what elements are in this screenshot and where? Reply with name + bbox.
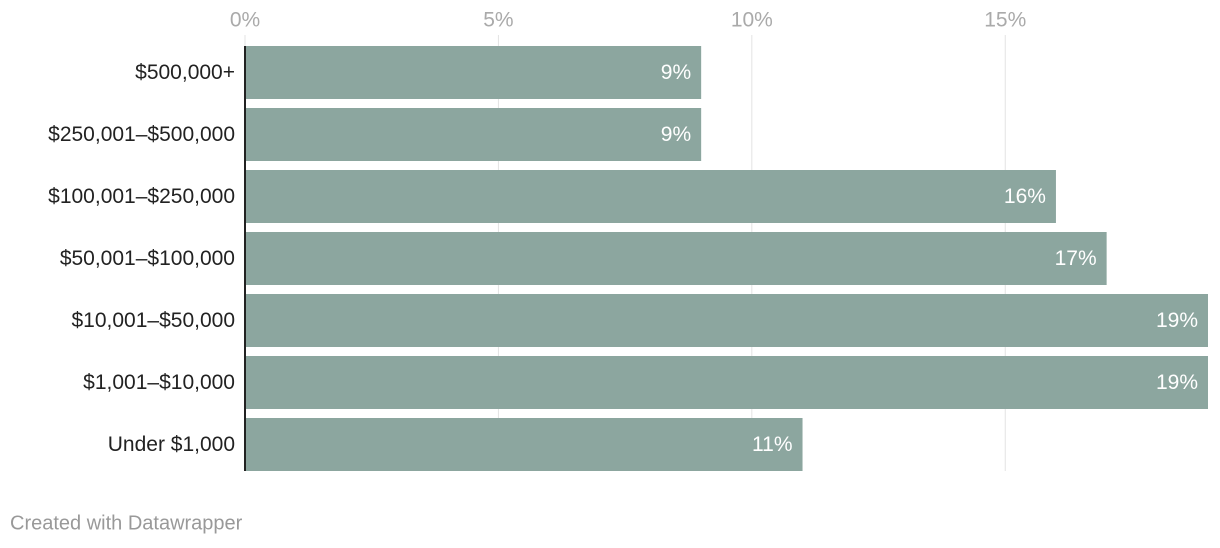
value-label: 17% (1055, 247, 1097, 270)
value-label: 16% (1004, 185, 1046, 208)
credit: Created with Datawrapper (10, 512, 243, 534)
y-tick-label: $1,001–$10,000 (83, 371, 235, 394)
value-label: 9% (661, 123, 691, 146)
y-tick-label: $50,001–$100,000 (60, 247, 235, 270)
y-tick-label: Under $1,000 (108, 433, 235, 456)
y-tick-label: $100,001–$250,000 (48, 185, 235, 208)
x-tick-label: 0% (230, 9, 260, 32)
bar (245, 108, 702, 161)
value-label: 9% (661, 61, 691, 84)
y-tick-label: $10,001–$50,000 (72, 309, 236, 332)
y-tick-label: $250,001–$500,000 (48, 123, 235, 146)
y-tick-label: $500,000+ (135, 61, 235, 84)
x-tick-label: 10% (731, 9, 773, 32)
bar (245, 294, 1208, 347)
x-tick-label: 15% (984, 9, 1026, 32)
bar (245, 170, 1056, 223)
bar (245, 232, 1107, 285)
value-label: 19% (1156, 309, 1198, 332)
bar (245, 418, 803, 471)
bar (245, 356, 1208, 409)
x-tick-label: 5% (483, 9, 513, 32)
value-label: 19% (1156, 371, 1198, 394)
value-label: 11% (752, 433, 792, 456)
bar (245, 46, 702, 99)
